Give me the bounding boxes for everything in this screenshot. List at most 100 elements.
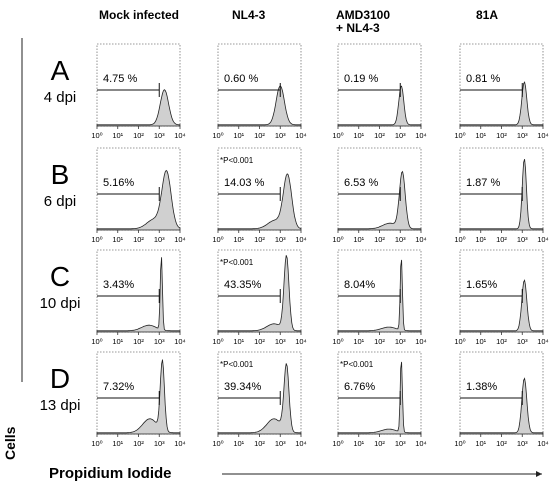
panel-frame-r1-c2: [217, 43, 302, 127]
x-tick-label-r2-c2-0: 10⁰: [212, 235, 223, 244]
y-axis-label: Cells: [2, 426, 18, 460]
x-tick-label-r4-c1-3: 10³: [154, 439, 165, 448]
x-axis-arrowhead: [536, 471, 542, 477]
row-time-A: 4 dpi: [44, 89, 77, 106]
percent-label-r3-c4: 1.65%: [466, 279, 497, 291]
histogram-r3-c4: [459, 279, 544, 333]
x-tick-label-r1-c3-4: 10⁴: [415, 131, 427, 140]
x-tick-label-r4-c4-3: 10³: [517, 439, 528, 448]
panel-frame-r2-c3: [337, 147, 422, 231]
x-tick-label-r1-c1-2: 10²: [133, 131, 144, 140]
percent-label-r3-c3: 8.04%: [344, 279, 375, 291]
percent-label-r4-c2: 39.34%: [224, 381, 262, 393]
percent-label-r3-c1: 3.43%: [103, 279, 134, 291]
x-tick-label-r3-c3-2: 10²: [374, 337, 385, 346]
x-tick-label-r2-c3-3: 10³: [395, 235, 406, 244]
histogram-r1-c2: [217, 85, 302, 127]
x-tick-label-r4-c2-0: 10⁰: [212, 439, 223, 448]
column-header-1: NL4-3: [232, 8, 266, 22]
row-letter-C: C: [50, 261, 70, 292]
percent-label-r1-c3: 0.19 %: [344, 73, 378, 85]
panel-frame-r4-c1: [96, 351, 181, 435]
x-tick-label-r4-c4-1: 10¹: [475, 439, 486, 448]
x-tick-label-r3-c2-4: 10⁴: [295, 337, 307, 346]
x-tick-label-r2-c2-4: 10⁴: [295, 235, 307, 244]
histogram-r4-c3: [337, 361, 422, 435]
x-tick-label-r1-c3-0: 10⁰: [332, 131, 343, 140]
x-tick-label-r4-c1-4: 10⁴: [174, 439, 186, 448]
x-tick-label-r2-c4-1: 10¹: [475, 235, 486, 244]
percent-label-r1-c4: 0.81 %: [466, 73, 500, 85]
x-tick-label-r2-c1-0: 10⁰: [91, 235, 102, 244]
x-tick-label-r3-c2-3: 10³: [275, 337, 286, 346]
x-tick-label-r1-c3-2: 10²: [374, 131, 385, 140]
x-tick-label-r4-c4-0: 10⁰: [454, 439, 465, 448]
x-tick-label-r1-c4-1: 10¹: [475, 131, 486, 140]
x-tick-label-r3-c1-4: 10⁴: [174, 337, 186, 346]
percent-label-r2-c4: 1.87 %: [466, 177, 500, 189]
row-time-D: 13 dpi: [40, 397, 81, 414]
x-tick-label-r4-c2-2: 10²: [254, 439, 265, 448]
panel-frame-r3-c4: [459, 249, 544, 333]
histogram-r1-c4: [459, 81, 544, 127]
x-tick-label-r1-c2-4: 10⁴: [295, 131, 307, 140]
histogram-r3-c1: [96, 257, 181, 333]
x-tick-label-r4-c1-0: 10⁰: [91, 439, 102, 448]
x-tick-label-r1-c2-1: 10¹: [233, 131, 244, 140]
x-tick-label-r2-c3-4: 10⁴: [415, 235, 427, 244]
p-value-label-r2-c2: *P<0.001: [220, 156, 254, 165]
x-tick-label-r2-c3-1: 10¹: [353, 235, 364, 244]
histogram-r1-c3: [337, 85, 422, 127]
x-tick-label-r3-c4-1: 10¹: [475, 337, 486, 346]
x-tick-label-r1-c4-2: 10²: [496, 131, 507, 140]
panel-frame-r4-c3: [337, 351, 422, 435]
percent-label-r1-c1: 4.75 %: [103, 73, 137, 85]
histogram-r1-c1: [96, 89, 181, 127]
x-tick-label-r3-c2-2: 10²: [254, 337, 265, 346]
x-tick-label-r3-c1-0: 10⁰: [91, 337, 102, 346]
percent-label-r4-c1: 7.32%: [103, 381, 134, 393]
x-tick-label-r2-c2-2: 10²: [254, 235, 265, 244]
x-tick-label-r1-c3-1: 10¹: [353, 131, 364, 140]
histogram-r2-c1: [96, 169, 181, 231]
panel-frame-r3-c1: [96, 249, 181, 333]
x-tick-label-r2-c2-3: 10³: [275, 235, 286, 244]
x-tick-label-r1-c4-3: 10³: [517, 131, 528, 140]
x-tick-label-r4-c3-1: 10¹: [353, 439, 364, 448]
x-tick-label-r2-c3-0: 10⁰: [332, 235, 343, 244]
percent-label-r1-c2: 0.60 %: [224, 73, 258, 85]
row-letter-D: D: [50, 363, 70, 394]
x-tick-label-r2-c4-0: 10⁰: [454, 235, 465, 244]
x-tick-label-r4-c3-2: 10²: [374, 439, 385, 448]
panel-frame-r2-c2: [217, 147, 302, 231]
percent-label-r2-c3: 6.53 %: [344, 177, 378, 189]
column-header-2: AMD3100: [336, 8, 390, 22]
x-tick-label-r3-c1-2: 10²: [133, 337, 144, 346]
percent-label-r4-c3: 6.76%: [344, 381, 375, 393]
panel-frame-r4-c4: [459, 351, 544, 435]
panel-frame-r2-c1: [96, 147, 181, 231]
x-tick-label-r1-c1-3: 10³: [154, 131, 165, 140]
x-tick-label-r3-c4-4: 10⁴: [537, 337, 549, 346]
row-letter-A: A: [51, 55, 70, 86]
histogram-r2-c2: [217, 173, 302, 231]
histogram-r3-c2: [217, 255, 302, 333]
x-tick-label-r3-c3-4: 10⁴: [415, 337, 427, 346]
row-letter-B: B: [51, 159, 70, 190]
p-value-label-r4-c3: *P<0.001: [340, 360, 374, 369]
x-tick-label-r3-c3-1: 10¹: [353, 337, 364, 346]
row-time-B: 6 dpi: [44, 193, 77, 210]
x-tick-label-r1-c4-4: 10⁴: [537, 131, 549, 140]
x-tick-label-r1-c1-0: 10⁰: [91, 131, 102, 140]
x-tick-label-r2-c4-3: 10³: [517, 235, 528, 244]
x-tick-label-r3-c1-3: 10³: [154, 337, 165, 346]
x-tick-label-r1-c1-1: 10¹: [112, 131, 123, 140]
percent-label-r2-c2: 14.03 %: [224, 177, 265, 189]
histogram-r2-c4: [459, 158, 544, 231]
x-tick-label-r4-c1-1: 10¹: [112, 439, 123, 448]
panel-frame-r1-c3: [337, 43, 422, 127]
column-header-0: Mock infected: [99, 8, 179, 22]
x-tick-label-r2-c3-2: 10²: [374, 235, 385, 244]
x-tick-label-r3-c4-0: 10⁰: [454, 337, 465, 346]
